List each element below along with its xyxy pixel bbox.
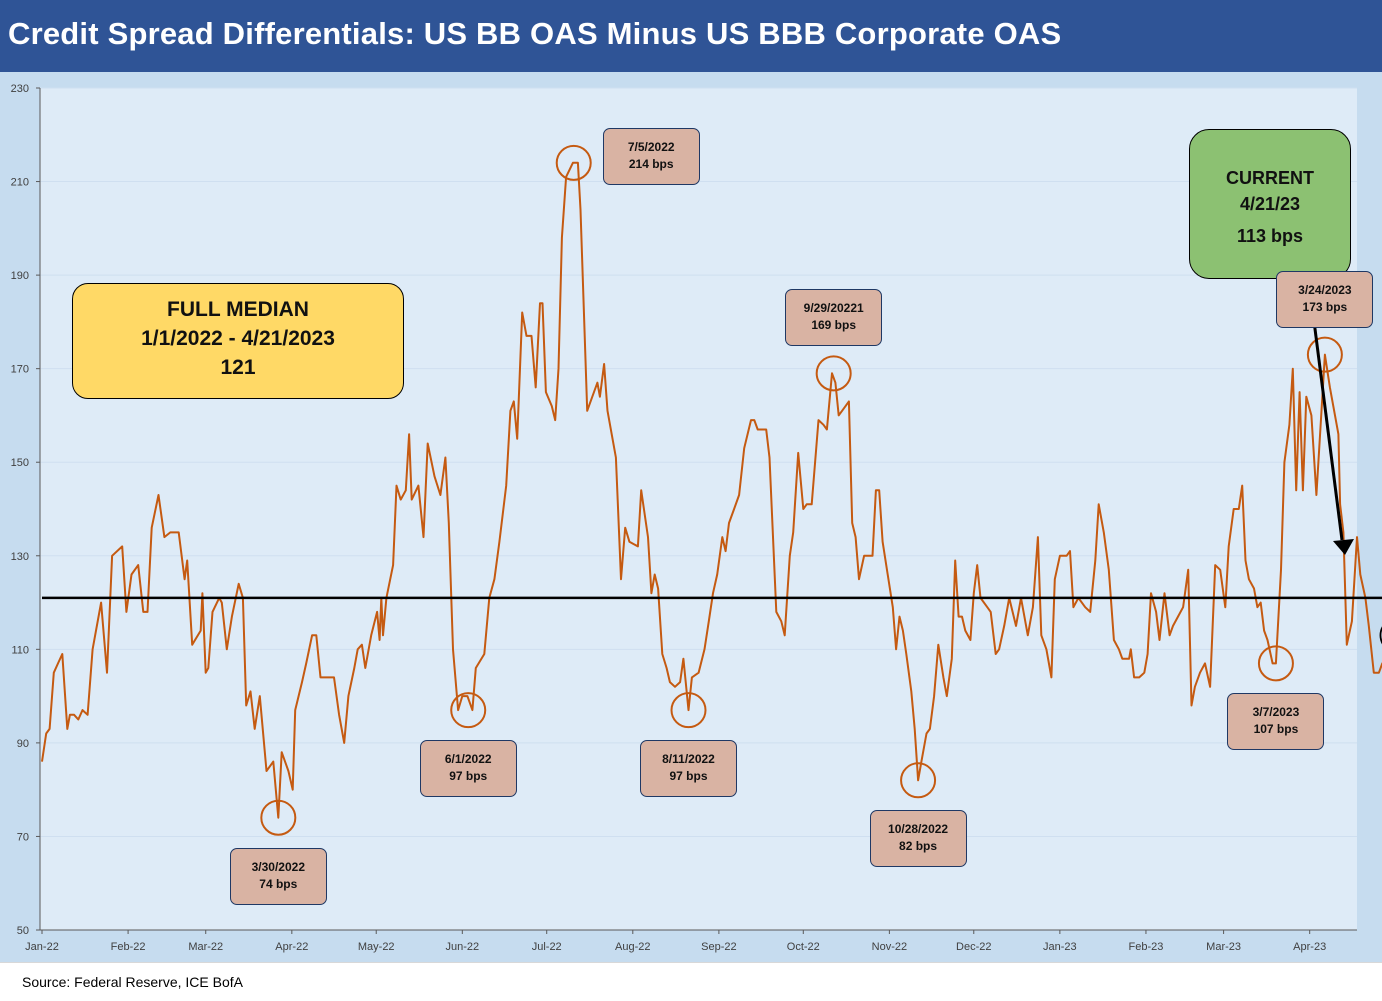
median-callout-heading: FULL MEDIAN (167, 298, 309, 321)
series-line (41, 161, 1382, 819)
point-callout: 6/1/2022 97 bps (419, 740, 517, 798)
current-callout: CURRENT 4/21/23 113 bps (1189, 129, 1351, 279)
x-tick-label: Jul-22 (532, 941, 562, 953)
x-tick-label: Sep-22 (701, 941, 736, 953)
callout-date: 3/24/2023 (1298, 282, 1352, 297)
callout-date: 8/11/2022 (662, 752, 715, 767)
y-tick-label: 210 (11, 177, 29, 189)
annotation-circles (260, 144, 1382, 836)
y-tick-label: 110 (11, 644, 29, 656)
callout-date: 9/29/20221 (803, 301, 864, 316)
current-callout-heading: CURRENT (1226, 168, 1314, 188)
callout-value: 107 bps (1253, 722, 1299, 737)
y-tick-label: 130 (11, 551, 29, 563)
callout-value: 173 bps (1302, 299, 1348, 314)
callout-date: 3/30/2022 (251, 859, 305, 874)
y-tick-label: 50 (17, 925, 29, 937)
y-tick-label: 150 (11, 457, 29, 469)
callout-value: 74 bps (259, 876, 298, 891)
chart-title: Credit Spread Differentials: US BB OAS M… (8, 16, 1062, 51)
median-callout-range: 1/1/2022 - 4/21/2023 (141, 327, 335, 350)
current-callout-value: 113 bps (1236, 226, 1304, 246)
median-callout-value: 121 (220, 356, 256, 379)
y-tick-label: 70 (17, 831, 29, 843)
point-callout: 8/11/2022 97 bps (640, 740, 737, 798)
current-callout-date: 4/21/23 (1239, 194, 1301, 214)
x-tick-label: Nov-22 (872, 941, 907, 953)
source-bar: Source: Federal Reserve, ICE BofA (0, 962, 1382, 1001)
point-callout: 3/30/2022 74 bps (229, 847, 327, 905)
callout-value: 82 bps (899, 839, 938, 854)
y-tick-label: 230 (11, 83, 29, 95)
median-callout: FULL MEDIAN 1/1/2022 - 4/21/2023 121 (72, 283, 404, 399)
annotation-circle (1379, 626, 1382, 645)
annotation-circle (1257, 645, 1294, 682)
x-tick-label: Dec-22 (956, 941, 991, 953)
annotation-circle (450, 692, 487, 729)
callout-value: 214 bps (628, 156, 674, 171)
arrow-head (1333, 539, 1354, 555)
x-tick-label: Apr-22 (275, 941, 308, 953)
point-callout: 9/29/20221 169 bps (785, 289, 883, 347)
x-tick-label: May-22 (358, 941, 395, 953)
annotation-circle (670, 692, 707, 729)
point-callout: 7/5/2022 214 bps (602, 127, 700, 185)
source-note: Source: Federal Reserve, ICE BofA (22, 974, 243, 990)
callout-value: 97 bps (449, 769, 488, 784)
axes: 50 70 90 110 130 150 170 190 210 230 Jan-22 Feb-22 M… (11, 83, 1357, 953)
x-tick-label: Mar-22 (188, 941, 223, 953)
annotation-circle (900, 762, 937, 799)
callout-date: 6/1/2022 (444, 752, 492, 767)
title-bar: Credit Spread Differentials: US BB OAS M… (0, 0, 1382, 72)
series-layer (41, 161, 1382, 819)
point-callout: 3/24/2023 173 bps (1276, 270, 1374, 328)
callout-date: 7/5/2022 (627, 139, 675, 154)
x-tick-label: Apr-23 (1293, 941, 1326, 953)
callout-date: 10/28/2022 (888, 822, 949, 837)
x-tick-label: Jun-22 (445, 941, 479, 953)
x-tick-label: Feb-22 (111, 941, 146, 953)
x-tick-label: Jan-23 (1043, 941, 1077, 953)
x-tick-label: Feb-23 (1129, 941, 1164, 953)
point-callout: 3/7/2023 107 bps (1227, 693, 1325, 751)
callout-value: 169 bps (811, 318, 857, 333)
annotation-circle (1306, 336, 1343, 373)
annotation-circle (815, 355, 852, 392)
point-callout: 10/28/2022 82 bps (869, 810, 967, 868)
y-tick-label: 190 (11, 270, 29, 282)
x-tick-label: Jan-22 (25, 941, 59, 953)
y-tick-label: 170 (11, 364, 29, 376)
x-tick-label: Mar-23 (1206, 941, 1241, 953)
annotation-circle (260, 799, 297, 836)
annotation-circle (555, 144, 592, 181)
x-tick-label: Aug-22 (615, 941, 650, 953)
x-tick-label: Oct-22 (787, 941, 820, 953)
callout-date: 3/7/2023 (1252, 705, 1300, 720)
callout-value: 97 bps (669, 769, 708, 784)
y-tick-label: 90 (17, 738, 29, 750)
